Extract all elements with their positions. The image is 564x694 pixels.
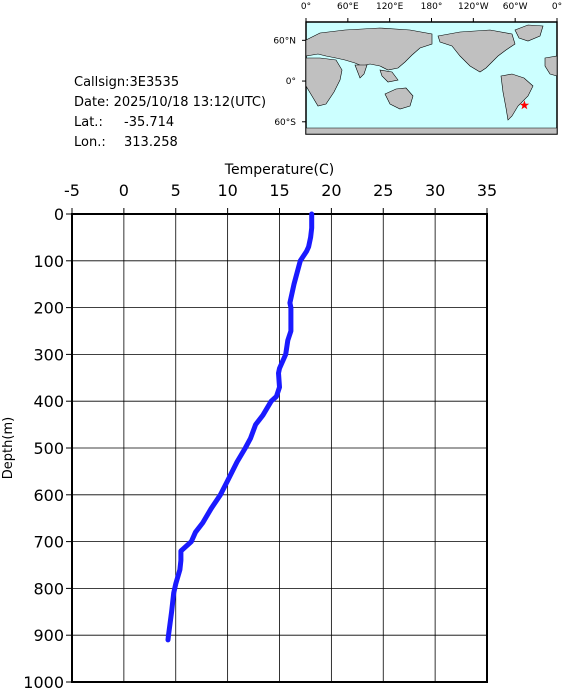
map-y-tick-label: 60°N — [273, 36, 296, 46]
map-x-tick-label: 0° — [552, 2, 562, 12]
y-tick-label: 600 — [33, 486, 64, 505]
station-marker — [519, 100, 530, 110]
x-tick-label: 0 — [119, 181, 129, 200]
y-tick-label: 400 — [33, 392, 64, 411]
x-tick-label: 5 — [171, 181, 181, 200]
map-y-tick-label: 60°S — [274, 118, 296, 128]
x-tick-label: 25 — [373, 181, 393, 200]
x-tick-label: 10 — [217, 181, 237, 200]
lat-label: Lat.: — [74, 115, 103, 130]
lon-value: 313.258 — [124, 135, 178, 150]
x-axis-title: Temperature(C) — [224, 162, 334, 178]
y-tick-label: 700 — [33, 533, 64, 552]
map-x-tick-label: 60°E — [337, 2, 359, 12]
y-tick-label: 500 — [33, 439, 64, 458]
map-x-tick-label: 60°W — [503, 2, 528, 12]
map: 0° 60°E 120°E 180° 120°W 60°W 0° 60°N 0° 60°S — [273, 2, 562, 135]
y-tick-label: 900 — [33, 626, 64, 645]
x-tick-label: 15 — [269, 181, 289, 200]
map-x-tick-label: 0° — [301, 2, 311, 12]
x-tick-label: -5 — [64, 181, 80, 200]
land — [305, 24, 558, 135]
y-tick-label: 0 — [54, 205, 64, 224]
x-tick-label: 30 — [425, 181, 445, 200]
y-tick-label: 1000 — [23, 673, 64, 690]
map-y-tick-label: 0° — [286, 77, 296, 87]
map-ticks: 0° 60°E 120°E 180° 120°W 60°W 0° 60°N 0° 60°S — [273, 2, 562, 128]
date: Date: 2025/10/18 13:12(UTC) — [74, 95, 266, 110]
y-tick-label: 800 — [33, 579, 64, 598]
callsign: Callsign:3E3535 — [74, 75, 179, 90]
y-tick-label: 100 — [33, 252, 64, 271]
map-x-tick-label: 120°W — [458, 2, 489, 12]
profile-line — [165, 211, 315, 643]
lat-value: -35.714 — [124, 115, 174, 130]
y-axis-title: Depth(m) — [1, 417, 16, 479]
lon-label: Lon.: — [74, 135, 106, 150]
x-tick-label: 35 — [477, 181, 497, 200]
x-tick-label: 20 — [321, 181, 341, 200]
y-tick-label: 200 — [33, 299, 64, 318]
y-tick-label: 300 — [33, 345, 64, 364]
map-x-tick-label: 180° — [421, 2, 443, 12]
map-x-tick-label: 120°E — [376, 2, 404, 12]
